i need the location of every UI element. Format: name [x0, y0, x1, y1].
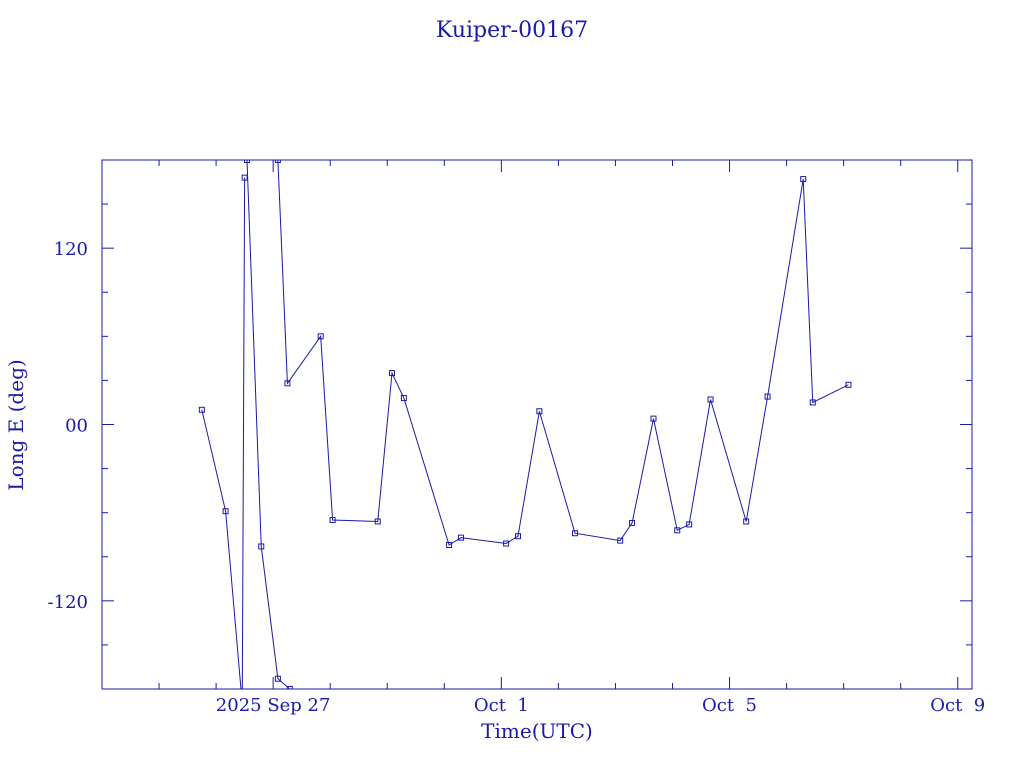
- data-point: [222, 508, 229, 515]
- data-point: [572, 530, 579, 537]
- data-point: [389, 370, 395, 377]
- data-point: [536, 408, 543, 415]
- x-tick-label: Oct 5: [702, 695, 757, 716]
- data-point: [764, 393, 771, 400]
- chart-title: Kuiper-00167: [436, 18, 588, 43]
- series-layer: [198, 160, 852, 689]
- data-point: [514, 533, 521, 540]
- data-point: [198, 406, 205, 413]
- tick-labels: 2025 Sep 27 Oct 1 Oct 5 Oct 9 120 00 -120: [48, 239, 986, 716]
- data-point: [845, 381, 852, 388]
- data-point: [446, 541, 453, 548]
- data-point: [241, 174, 248, 181]
- series-segment: [277, 160, 849, 546]
- data-point: [258, 543, 265, 550]
- data-point: [674, 527, 681, 534]
- y-tick-label: -120: [48, 592, 88, 613]
- data-point: [244, 160, 250, 163]
- data-point: [809, 399, 816, 406]
- data-point: [617, 537, 624, 544]
- series-line: [198, 160, 852, 689]
- y-axis-label: Long E (deg): [4, 359, 28, 490]
- data-point: [400, 395, 407, 402]
- data-point: [286, 686, 293, 689]
- data-point: [374, 518, 381, 525]
- x-tick-label: Oct 1: [474, 695, 529, 716]
- data-point: [629, 519, 636, 526]
- x-axis-label: Time(UTC): [481, 719, 593, 743]
- data-point: [274, 675, 281, 682]
- data-point: [457, 534, 464, 541]
- data-point: [650, 415, 657, 422]
- x-tick-label: Oct 9: [930, 695, 985, 716]
- y-tick-label: 120: [54, 239, 88, 260]
- data-point: [686, 521, 693, 528]
- data-point: [707, 396, 714, 403]
- data-point: [284, 380, 291, 387]
- axis-ticks: [101, 160, 972, 689]
- data-point: [503, 540, 510, 547]
- series-segment: [201, 177, 246, 689]
- data-point: [274, 160, 281, 163]
- data-point: [317, 333, 324, 340]
- data-point: [743, 518, 750, 525]
- x-tick-label: 2025 Sep 27: [216, 695, 331, 716]
- y-tick-label: 00: [65, 416, 88, 437]
- series-segment: [246, 160, 291, 689]
- data-point: [329, 517, 336, 524]
- data-point: [800, 176, 807, 183]
